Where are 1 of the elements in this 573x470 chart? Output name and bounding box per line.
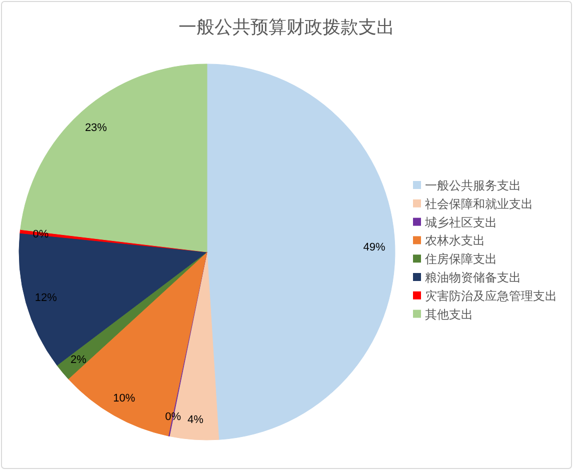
- title: 一般公共预算财政拨款支出: [178, 17, 394, 37]
